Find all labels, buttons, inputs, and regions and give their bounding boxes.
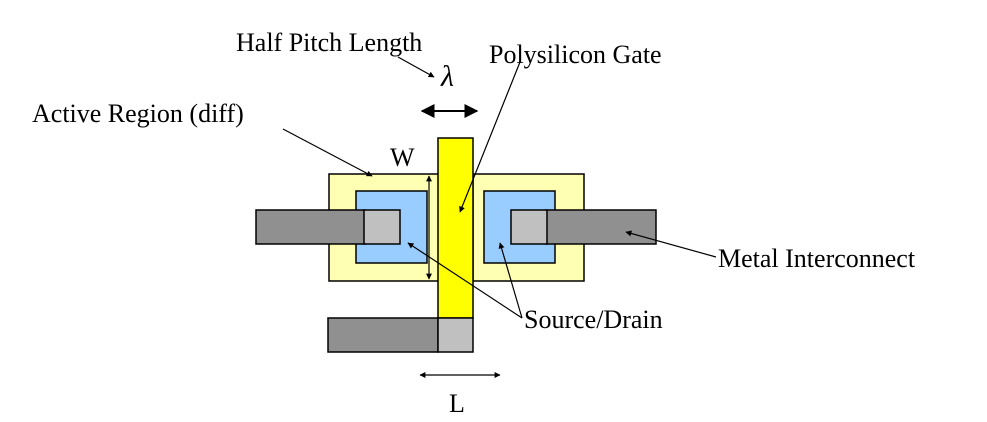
contact-left bbox=[363, 209, 401, 245]
active-region-label: Active Region (diff) bbox=[32, 99, 244, 128]
poly-gate-leader bbox=[459, 61, 521, 213]
source-drain-leader-right bbox=[498, 242, 523, 319]
lambda-label: λ bbox=[440, 60, 454, 93]
metal-right bbox=[545, 209, 657, 245]
width-label: W bbox=[390, 143, 415, 172]
metal-interconnect-label: Metal Interconnect bbox=[718, 244, 916, 273]
polysilicon-gate bbox=[437, 137, 474, 319]
half-pitch-leader bbox=[397, 56, 435, 78]
source-drain-leader-left bbox=[407, 242, 523, 319]
metal-left bbox=[255, 209, 366, 245]
active-region-leader bbox=[282, 128, 373, 177]
metal-leader bbox=[625, 230, 717, 258]
source-drain-label: Source/Drain bbox=[524, 305, 663, 334]
poly-gate-label: Polysilicon Gate bbox=[489, 40, 662, 69]
contact-bottom bbox=[437, 317, 474, 353]
metal-bottom bbox=[327, 317, 439, 353]
contact-right bbox=[510, 209, 548, 245]
half-pitch-label: Half Pitch Length bbox=[236, 28, 422, 57]
length-label: L bbox=[449, 389, 465, 418]
